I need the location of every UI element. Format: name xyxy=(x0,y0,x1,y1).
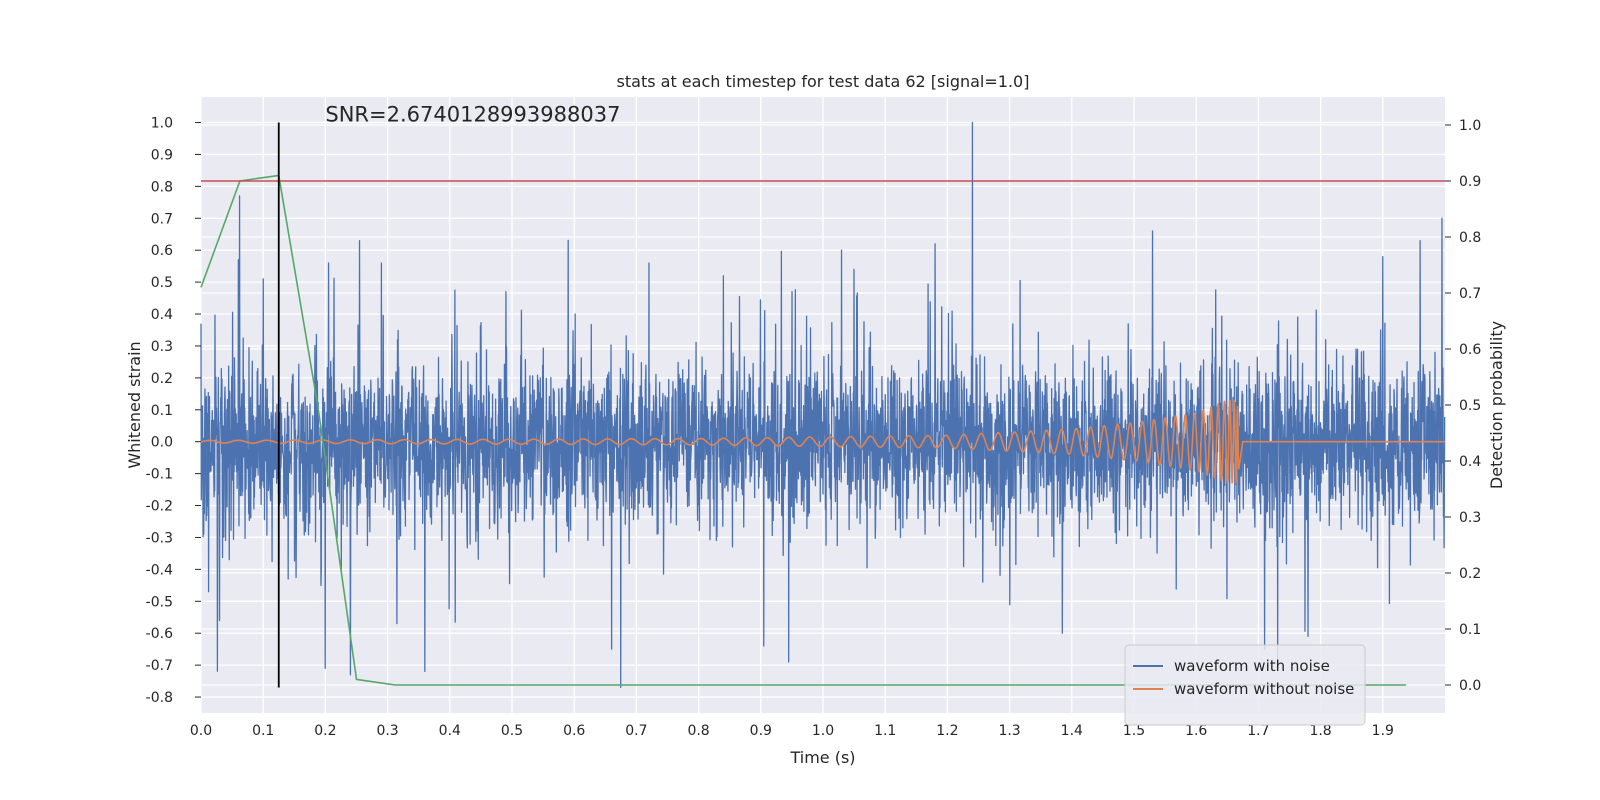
y2-tick-label: 0.1 xyxy=(1459,622,1481,638)
x-axis-title: Time (s) xyxy=(789,748,855,767)
x-tick-label: 1.7 xyxy=(1247,723,1269,739)
x-tick-label: 0.5 xyxy=(501,723,523,739)
y-tick-label: -0.2 xyxy=(146,499,173,515)
y2-tick-label: 0.6 xyxy=(1459,342,1481,358)
y2-tick-label: 0.4 xyxy=(1459,454,1481,470)
y2-tick-label: 1.0 xyxy=(1459,118,1481,134)
snr-annotation: SNR=2.6740128993988037 xyxy=(325,103,620,127)
x-tick-label: 0.6 xyxy=(563,723,585,739)
y2-tick-label: 0.9 xyxy=(1459,174,1481,190)
x-tick-label: 0.4 xyxy=(439,723,461,739)
y-tick-label: 0.0 xyxy=(151,435,173,451)
x-tick-label: 1.5 xyxy=(1123,723,1145,739)
x-tick-label: 1.6 xyxy=(1185,723,1207,739)
y-tick-label: -0.8 xyxy=(146,690,173,706)
y2-tick-label: 0.5 xyxy=(1459,398,1481,414)
y-tick-label: 0.8 xyxy=(151,179,173,195)
y-tick-label: 1.0 xyxy=(151,116,173,132)
y-tick-label: 0.7 xyxy=(151,211,173,227)
x-tick-label: 1.8 xyxy=(1309,723,1331,739)
y-tick-label: -0.3 xyxy=(146,530,173,546)
y2-tick-label: 0.2 xyxy=(1459,566,1481,582)
legend-label-waveform-without-noise: waveform without noise xyxy=(1174,680,1354,698)
y-tick-label: 0.3 xyxy=(151,339,173,355)
y-tick-label: -0.6 xyxy=(146,626,173,642)
y2-axis-title: Detection probability xyxy=(1487,321,1506,489)
series-line xyxy=(200,399,1446,484)
y-tick-label: 0.4 xyxy=(151,307,173,323)
y-tick-label: 0.6 xyxy=(151,243,173,259)
x-tick-label: 1.1 xyxy=(874,723,896,739)
y-tick-label: -0.5 xyxy=(146,594,173,610)
y-tick-label: 0.5 xyxy=(151,275,173,291)
x-tick-label: 1.3 xyxy=(998,723,1020,739)
x-tick-label: 0.7 xyxy=(625,723,647,739)
y-tick-label: 0.9 xyxy=(151,147,173,163)
x-tick-label: 1.9 xyxy=(1372,723,1394,739)
y-axis-title: Whitened strain xyxy=(125,341,144,468)
x-tick-label: 0.9 xyxy=(750,723,772,739)
y-tick-label: 0.2 xyxy=(151,371,173,387)
x-tick-label: 0.2 xyxy=(314,723,336,739)
x-tick-label: 0.1 xyxy=(252,723,274,739)
legend-label-waveform-with-noise: waveform with noise xyxy=(1174,657,1330,675)
legend: waveform with noise waveform without noi… xyxy=(1124,644,1366,726)
y-tick-label: -0.7 xyxy=(146,658,173,674)
x-tick-label: 0.8 xyxy=(687,723,709,739)
x-tick-label: 0.3 xyxy=(376,723,398,739)
axes: 0.0 0.1 0.2 0.3 0.4 0.5 0.6 0.7 0.8 0.9 1.0 1.1 1.2 1… xyxy=(146,116,1482,739)
y2-tick-label: 0.7 xyxy=(1459,286,1481,302)
y2-tick-label: 0.3 xyxy=(1459,510,1481,526)
legend-box xyxy=(1124,644,1366,726)
x-tick-label: 1.2 xyxy=(936,723,958,739)
y2-tick-label: 0.8 xyxy=(1459,230,1481,246)
y-tick-label: -0.1 xyxy=(146,467,173,483)
y2-tick-label: 0.0 xyxy=(1459,678,1481,694)
series-layer xyxy=(200,121,1446,689)
x-tick-label: 1.0 xyxy=(812,723,834,739)
chart-title: stats at each timestep for test data 62 … xyxy=(617,72,1030,91)
y-tick-label: -0.4 xyxy=(146,562,173,578)
x-tick-label: 0.0 xyxy=(190,723,212,739)
y-tick-label: 0.1 xyxy=(151,403,173,419)
x-tick-label: 1.4 xyxy=(1061,723,1083,739)
